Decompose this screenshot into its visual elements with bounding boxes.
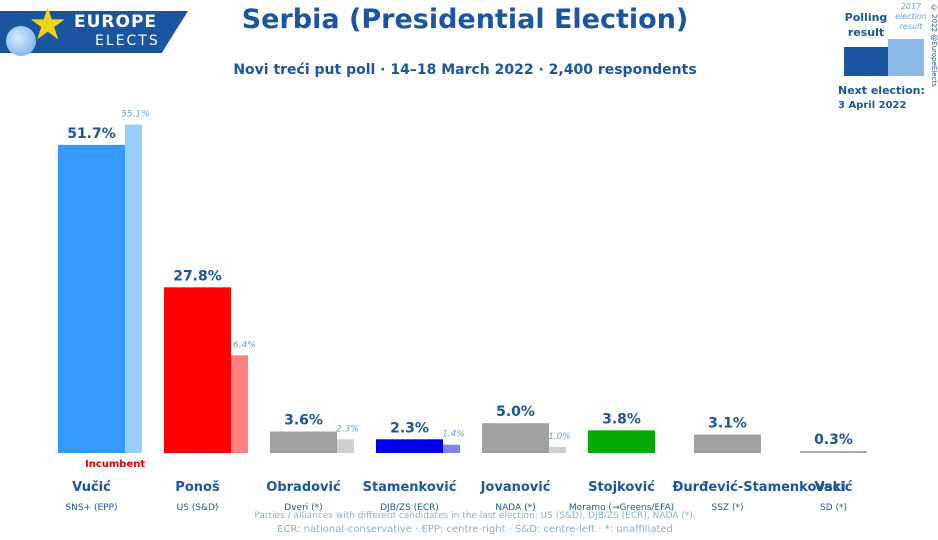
legend-previous-label: 2017 election result bbox=[895, 2, 927, 31]
star-icon: ★ bbox=[28, 0, 68, 50]
previous-result-bar bbox=[443, 444, 460, 453]
legend-polling-label: Polling result bbox=[844, 11, 888, 39]
previous-result-bar bbox=[549, 447, 566, 453]
poll-result-bar bbox=[376, 439, 443, 453]
poll-result-bar bbox=[164, 287, 231, 453]
europe-elects-logo: ★ EUROPE ELECTS bbox=[0, 0, 200, 56]
poll-result-label: 27.8% bbox=[173, 268, 222, 284]
candidate-party: SSZ (*) bbox=[711, 503, 744, 513]
incumbent-label: Incumbent bbox=[85, 459, 146, 470]
candidate-party: SNS+ (EPP) bbox=[65, 503, 118, 513]
poll-result-label: 51.7% bbox=[67, 126, 116, 142]
poll-result-bar bbox=[588, 430, 655, 453]
chart-footnote: ECR: national-conservative · EPP: centre… bbox=[277, 524, 673, 535]
poll-result-label: 5.0% bbox=[496, 404, 535, 420]
candidate-party: Dveri (*) bbox=[284, 503, 323, 513]
previous-result-label: 55.1% bbox=[121, 110, 150, 120]
candidate-name: Đurđević-Stamenkovski bbox=[672, 480, 846, 495]
previous-result-bar bbox=[125, 124, 142, 453]
previous-result-bar bbox=[231, 355, 248, 453]
candidate-party: SD (*) bbox=[819, 503, 848, 513]
next-election-label: Next election: bbox=[838, 84, 925, 97]
candidate-name: Obradović bbox=[266, 480, 341, 495]
previous-result-label: 16.4% bbox=[227, 340, 256, 350]
poll-result-bar bbox=[800, 451, 867, 453]
candidate-name: Jovanović bbox=[480, 480, 551, 495]
logo-text-europe: EUROPE bbox=[74, 12, 158, 32]
poll-result-bar bbox=[694, 434, 761, 453]
candidate-name: Stamenković bbox=[362, 480, 457, 495]
logo-text-elects: ELECTS bbox=[95, 33, 160, 49]
candidate-party: US (S&D) bbox=[176, 503, 219, 513]
poll-result-bar bbox=[270, 431, 337, 453]
poll-result-label: 3.6% bbox=[284, 413, 323, 429]
chart-note: Parties / alliances with different candi… bbox=[254, 511, 696, 521]
previous-result-bar bbox=[337, 439, 354, 453]
next-election-date: 3 April 2022 bbox=[838, 100, 907, 111]
candidate-name: Ponoš bbox=[175, 480, 220, 495]
chart-title: Serbia (Presidential Election) bbox=[241, 4, 689, 35]
candidate-name: Stojković bbox=[588, 480, 655, 495]
poll-result-label: 3.8% bbox=[602, 411, 641, 427]
previous-result-label: 1.4% bbox=[442, 430, 465, 440]
candidate-name: Vučić bbox=[72, 480, 111, 495]
poll-result-bar bbox=[482, 423, 549, 453]
poll-result-bar bbox=[58, 144, 125, 454]
candidate-party: Moramo (→Greens/EFA) bbox=[568, 503, 675, 513]
legend-previous-swatch bbox=[888, 39, 924, 76]
candidate-party: NADA (*) bbox=[495, 503, 536, 513]
candidate-party: DJB/ZS (ECR) bbox=[380, 503, 439, 513]
previous-result-label: 2.3% bbox=[336, 424, 359, 434]
legend-polling-swatch bbox=[844, 47, 888, 76]
copyright-text: © 2022 @EuropeElects bbox=[930, 4, 938, 87]
globe-icon bbox=[6, 26, 36, 56]
poll-result-label: 2.3% bbox=[390, 420, 429, 436]
chart-subtitle: Novi treći put poll · 14–18 March 2022 ·… bbox=[233, 62, 697, 78]
candidate-name: Vacić bbox=[814, 480, 853, 495]
previous-result-label: 1.0% bbox=[548, 432, 571, 442]
poll-result-label: 3.1% bbox=[708, 416, 747, 432]
poll-result-label: 0.3% bbox=[814, 432, 853, 448]
